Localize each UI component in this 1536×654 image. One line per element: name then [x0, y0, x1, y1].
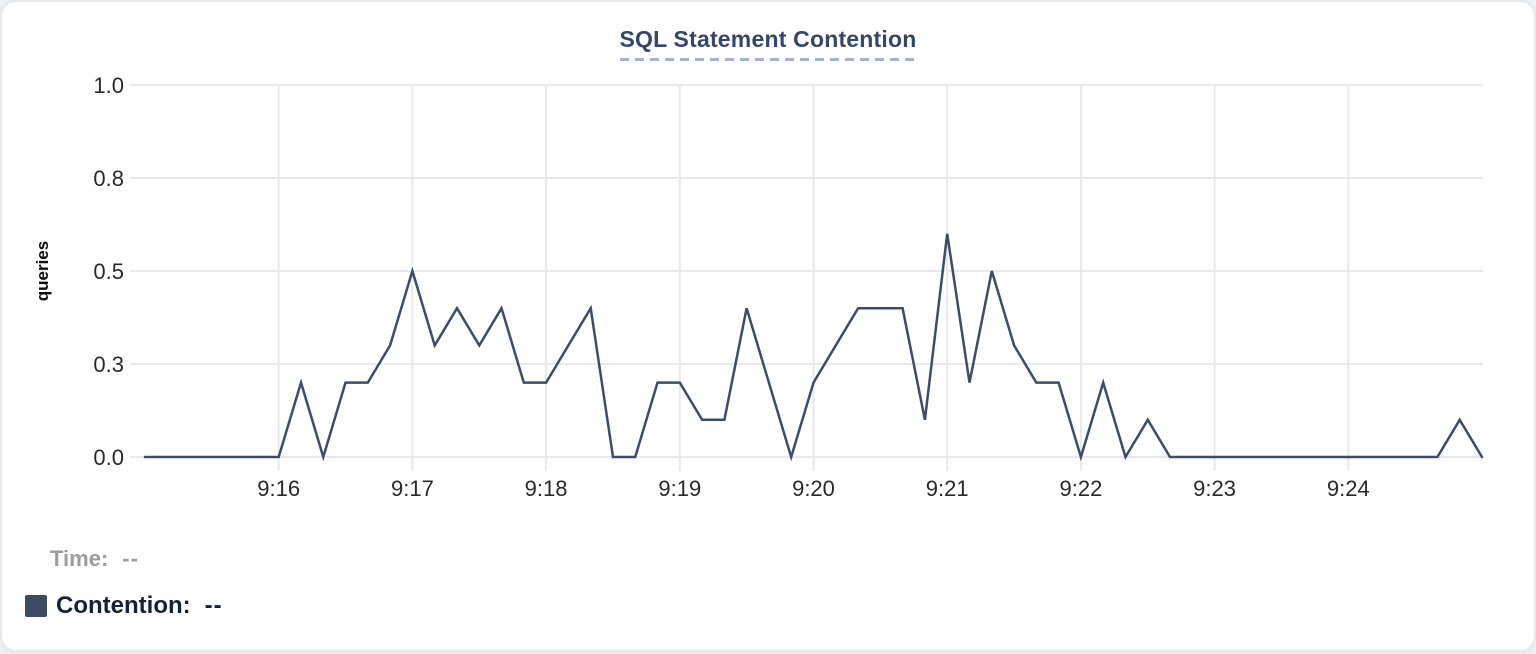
- y-tick-label: 1.0: [93, 73, 124, 98]
- x-tick-label: 9:24: [1327, 476, 1370, 501]
- y-tick-label: 0.3: [93, 352, 124, 377]
- y-axis-title: queries: [33, 241, 52, 301]
- x-tick-label: 9:20: [792, 476, 835, 501]
- time-readout: Time: --: [50, 546, 139, 572]
- x-axis-tick-labels: 9:16 9:17 9:18 9:19 9:20 9:21 9:22 9:23 9:24: [257, 476, 1369, 501]
- x-tick-label: 9:17: [391, 476, 434, 501]
- contention-readout: Contention: --: [25, 592, 223, 620]
- y-tick-label: 0.8: [93, 166, 124, 191]
- time-readout-value: --: [122, 546, 139, 572]
- chart-title[interactable]: SQL Statement Contention: [620, 26, 917, 61]
- x-tick-label: 9:16: [257, 476, 300, 501]
- contention-readout-label: Contention:: [56, 592, 191, 620]
- contention-legend-swatch-icon: [25, 595, 47, 617]
- y-axis-tick-labels: 0.0 0.3 0.5 0.8 1.0: [93, 73, 124, 470]
- x-tick-label: 9:18: [525, 476, 568, 501]
- y-tick-label: 0.0: [93, 445, 124, 470]
- contention-readout-value: --: [205, 592, 223, 620]
- chart-title-wrap: SQL Statement Contention: [2, 26, 1534, 61]
- x-tick-label: 9:21: [926, 476, 969, 501]
- x-tick-label: 9:23: [1193, 476, 1236, 501]
- x-tick-label: 9:22: [1059, 476, 1102, 501]
- x-tick-label: 9:19: [658, 476, 701, 501]
- y-gridlines: [130, 85, 1483, 457]
- y-tick-label: 0.5: [93, 259, 124, 284]
- time-readout-label: Time:: [50, 546, 108, 572]
- x-gridlines: [279, 85, 1349, 471]
